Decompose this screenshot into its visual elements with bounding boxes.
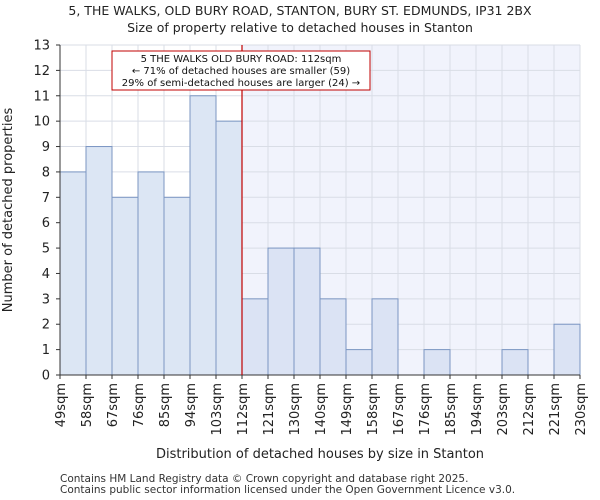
bar-67sqm: [111, 196, 139, 376]
y-tick-label: 2: [42, 318, 50, 333]
x-tick-label: 140sqm: [314, 383, 329, 436]
x-tick-label: 58sqm: [80, 383, 95, 427]
x-tick-label: 185sqm: [444, 383, 459, 436]
x-tick-label: 149sqm: [340, 383, 355, 436]
y-tick-label: 4: [42, 267, 50, 282]
bar-221sqm: [553, 323, 581, 376]
footer-line-2: Contains public sector information licen…: [60, 484, 516, 496]
y-tick-label: 9: [42, 140, 50, 155]
chart-title: 5, THE WALKS, OLD BURY ROAD, STANTON, BU…: [68, 3, 532, 18]
y-tick-label: 5: [42, 242, 50, 257]
x-tick-label: 103sqm: [210, 383, 225, 436]
bar-85sqm: [163, 196, 191, 376]
bar-49sqm: [59, 171, 87, 376]
x-tick-label: 67sqm: [106, 383, 121, 427]
y-tick-label: 12: [33, 64, 50, 79]
y-tick-label: 7: [42, 191, 50, 206]
x-tick-label: 230sqm: [574, 383, 589, 436]
x-tick-label: 158sqm: [366, 383, 381, 436]
x-tick-label: 194sqm: [470, 383, 485, 436]
x-tick-label: 130sqm: [288, 383, 303, 436]
x-tick-label: 167sqm: [392, 383, 407, 436]
chart-subtitle: Size of property relative to detached ho…: [127, 20, 473, 35]
y-tick-label: 3: [42, 292, 50, 307]
bar-158sqm: [371, 298, 399, 376]
x-tick-label: 176sqm: [418, 383, 433, 436]
x-tick-label: 203sqm: [496, 383, 511, 436]
x-tick-label: 112sqm: [236, 383, 251, 436]
y-tick-label: 10: [33, 115, 50, 130]
y-axis-label: Number of detached properties: [1, 108, 16, 313]
bar-76sqm: [137, 171, 165, 376]
annotation-line-1: 5 THE WALKS OLD BURY ROAD: 112sqm: [141, 54, 342, 65]
x-tick-label: 221sqm: [548, 383, 563, 436]
y-tick-label: 13: [33, 39, 50, 54]
y-tick-label: 11: [33, 89, 50, 104]
bar-203sqm: [501, 349, 529, 376]
bar-140sqm: [319, 298, 347, 376]
y-tick-label: 8: [42, 165, 50, 180]
bar-130sqm: [293, 247, 321, 376]
bar-103sqm: [215, 120, 243, 376]
y-tick-label: 0: [42, 369, 50, 384]
footer-line-1: Contains HM Land Registry data © Crown c…: [60, 473, 469, 485]
bar-94sqm: [189, 95, 217, 376]
x-tick-label: 212sqm: [522, 383, 537, 436]
bar-149sqm: [345, 349, 373, 376]
x-tick-label: 94sqm: [184, 383, 199, 427]
y-tick-label: 1: [42, 343, 50, 358]
bar-112sqm: [241, 298, 269, 376]
x-tick-label: 121sqm: [262, 383, 277, 436]
x-tick-label: 85sqm: [158, 383, 173, 427]
bar-176sqm: [423, 349, 451, 376]
x-axis-label: Distribution of detached houses by size …: [156, 447, 484, 462]
bar-58sqm: [85, 146, 113, 376]
annotation-line-2: ← 71% of detached houses are smaller (59…: [132, 66, 350, 77]
x-tick-label: 49sqm: [54, 383, 69, 427]
annotation-box: [111, 50, 371, 91]
annotation-line-3: 29% of semi-detached houses are larger (…: [122, 78, 360, 89]
bar-121sqm: [267, 247, 295, 376]
x-tick-label: 76sqm: [132, 383, 147, 427]
y-tick-label: 6: [42, 216, 50, 231]
